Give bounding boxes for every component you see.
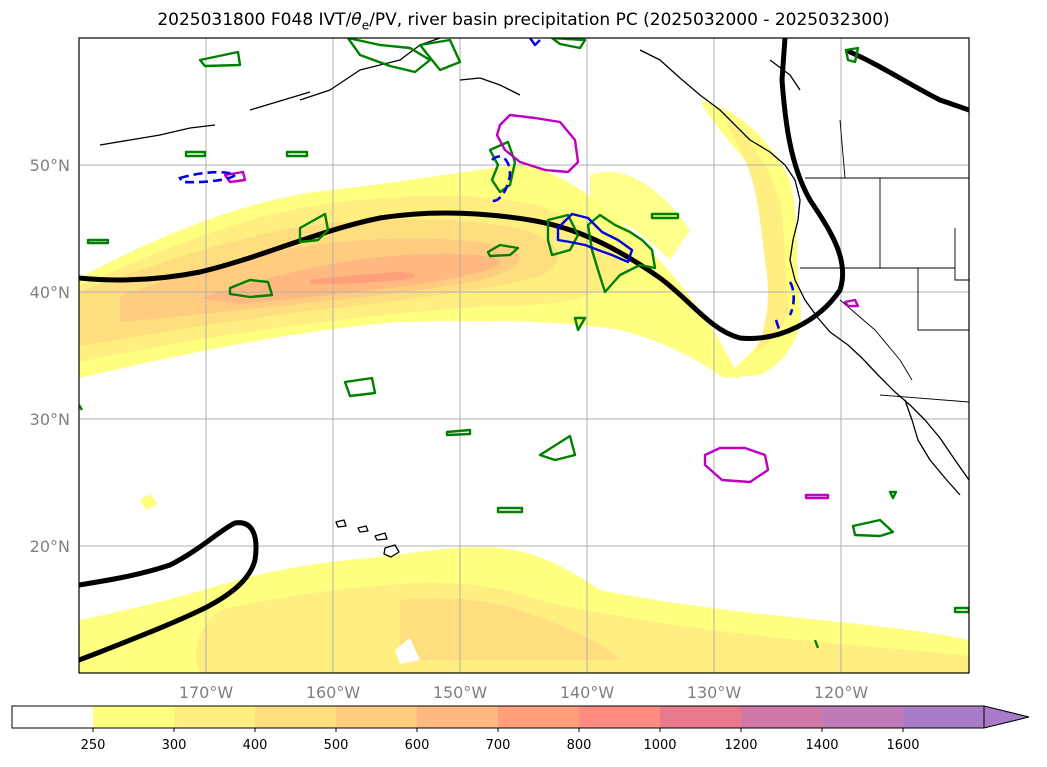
- lon-label: 120°W: [814, 683, 869, 702]
- colorbar: 250 300 400 500 600 700 800 1000 1200 1400 1600: [11, 705, 1030, 753]
- precip-contours-magenta: [223, 113, 860, 500]
- colorbar-segment: [660, 706, 742, 728]
- colorbar-segment: [822, 706, 904, 728]
- lon-label: 170°W: [179, 683, 234, 702]
- pv-contour: [79, 38, 969, 663]
- colorbar-segment: [174, 706, 256, 728]
- colorbar-tick-label: 1000: [643, 738, 676, 753]
- colorbar-tick-label: 500: [324, 738, 349, 753]
- theta-e-contours: [79, 38, 969, 649]
- colorbar-segment: [255, 706, 337, 728]
- colorbar-segment: [12, 706, 94, 728]
- latitude-labels: 50°N 40°N 30°N 20°N: [30, 156, 70, 556]
- colorbar-segment: [336, 706, 418, 728]
- colorbar-segment: [579, 706, 661, 728]
- colorbar-tick-label: 400: [243, 738, 268, 753]
- colorbar-tick-label: 1400: [805, 738, 838, 753]
- state-borders: [800, 119, 969, 403]
- colorbar-tick-label: 600: [405, 738, 430, 753]
- lon-label: 130°W: [687, 683, 742, 702]
- lat-label: 50°N: [30, 156, 70, 175]
- lat-label: 40°N: [30, 283, 70, 302]
- lon-label: 160°W: [306, 683, 361, 702]
- colorbar-tick-label: 800: [567, 738, 592, 753]
- graticule: [79, 38, 969, 673]
- lon-label: 140°W: [560, 683, 615, 702]
- colorbar-tick-label: 300: [162, 738, 187, 753]
- colorbar-tick-label: 700: [486, 738, 511, 753]
- lat-label: 30°N: [30, 410, 70, 429]
- map-title: 2025031800 F048 IVT/θe/PV, river basin p…: [157, 10, 890, 33]
- ivt-shading: [79, 100, 969, 673]
- colorbar-segment: [417, 706, 499, 728]
- colorbar-extend-arrow: [983, 705, 1030, 729]
- map-frame: [78, 37, 970, 674]
- colorbar-tick-label: 250: [81, 738, 106, 753]
- colorbar-segment: [93, 706, 175, 728]
- longitude-labels: 170°W 160°W 150°W 140°W 130°W 120°W: [179, 683, 869, 702]
- colorbar-segment: [741, 706, 823, 728]
- colorbar-tick-label: 1200: [724, 738, 757, 753]
- precip-contours-blue: [178, 38, 796, 333]
- lon-label: 150°W: [433, 683, 488, 702]
- colorbar-segment: [903, 706, 985, 728]
- colorbar-segment: [498, 706, 580, 728]
- colorbar-tick-label: 1600: [886, 738, 919, 753]
- lat-label: 20°N: [30, 537, 70, 556]
